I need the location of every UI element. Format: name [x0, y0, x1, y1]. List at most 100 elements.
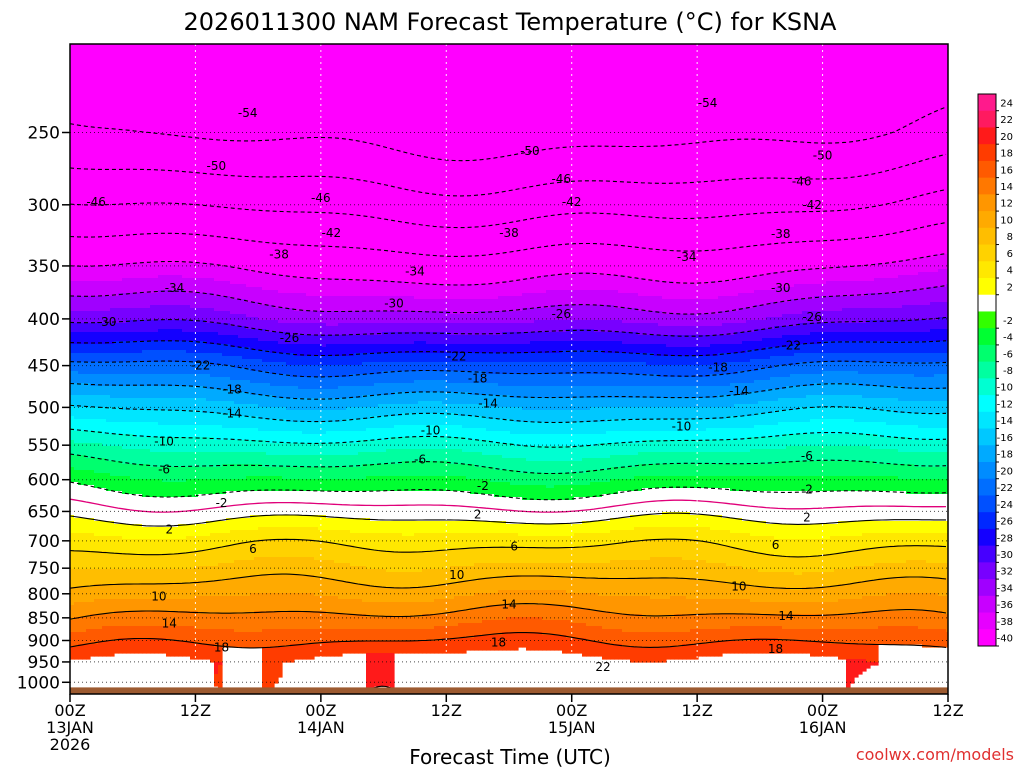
colorbar-swatch-19	[978, 411, 996, 430]
colorbar-swatch-10	[978, 261, 996, 279]
contour-label-10: 10	[731, 579, 746, 593]
plot-frame	[69, 43, 949, 695]
x-tick-label-48-0: 00Z	[556, 701, 587, 720]
contour-label--50: -50	[813, 149, 833, 163]
colorbar-swatch-5	[978, 177, 996, 195]
colorbar-swatch-15	[978, 344, 996, 363]
contour-label--50: -50	[520, 144, 540, 158]
y-tick-label-300: 300	[28, 196, 60, 216]
colorbar-label-2: 2	[1007, 282, 1013, 293]
colorbar-swatch-0	[978, 94, 996, 112]
contour-6	[70, 538, 947, 558]
colorbar-label--28: -28	[997, 533, 1013, 544]
colorbar-label--34: -34	[997, 583, 1013, 594]
contour--26	[70, 340, 947, 357]
y-tick-label-550: 550	[28, 436, 60, 456]
colorbar-swatch-27	[978, 545, 996, 563]
colorbar-label--22: -22	[997, 483, 1013, 494]
contour-label--54: -54	[238, 106, 258, 120]
contour-label--10: -10	[154, 435, 174, 449]
colorbar-label--10: -10	[997, 383, 1013, 394]
contour-label--22: -22	[447, 350, 467, 364]
colorbar-swatch-6	[978, 194, 996, 212]
contour-labels: -54-54-50-50 -50-46 -46-46 -46-42-42 -42-38-…	[86, 96, 832, 674]
contour-label-14: 14	[778, 609, 793, 623]
contour-label-6: 6	[772, 538, 780, 552]
contour-label--42: -42	[802, 198, 822, 212]
colorbar-label-6: 6	[1007, 249, 1013, 260]
contour-label--34: -34	[677, 250, 697, 264]
contour-18	[70, 632, 947, 649]
x-tick-label-0-1: 13JAN	[46, 718, 94, 737]
colorbar-swatch-29	[978, 579, 996, 597]
contour-label-18: 18	[214, 640, 229, 654]
colorbar-label--8: -8	[1003, 366, 1013, 377]
colorbar-swatch-1	[978, 110, 996, 128]
y-tick-label-700: 700	[28, 532, 60, 552]
contour-label--30: -30	[97, 315, 117, 329]
contour-label--46: -46	[551, 172, 571, 186]
colorbar-label--38: -38	[997, 617, 1013, 628]
contour-label-18: 18	[768, 642, 783, 656]
y-tick-label-400: 400	[28, 310, 60, 330]
contour-label--30: -30	[384, 297, 404, 311]
colorbar-label-12: 12	[1000, 199, 1013, 210]
contour-label--46: -46	[311, 191, 331, 205]
colorbar-label--36: -36	[997, 600, 1013, 611]
colorbar-label--40: -40	[997, 634, 1013, 645]
y-tick-label-800: 800	[28, 585, 60, 605]
x-tick-label-24-0: 00Z	[305, 701, 336, 720]
colorbar-label-8: 8	[1007, 232, 1013, 243]
contour-label-14: 14	[162, 616, 177, 630]
contour-label--22: -22	[191, 359, 211, 373]
colorbar-label--18: -18	[997, 450, 1013, 461]
contour-label--26: -26	[280, 331, 300, 345]
contour--54	[70, 106, 947, 162]
x-tick-label-60-0: 12Z	[681, 701, 712, 720]
contour-label--6: -6	[158, 463, 170, 477]
colorbar-swatch-26	[978, 528, 996, 547]
contour-label-14: 14	[501, 598, 516, 612]
colorbar-swatch-13	[978, 311, 996, 329]
y-tick-label-600: 600	[28, 471, 60, 491]
colorbar-frame	[977, 93, 997, 647]
colorbar-label--6: -6	[1003, 349, 1013, 360]
contour-label--46: -46	[86, 195, 106, 209]
contour-label--54: -54	[698, 96, 718, 110]
colorbar-label--14: -14	[997, 416, 1013, 427]
colorbar-swatch-4	[978, 160, 996, 179]
contour-label--6: -6	[414, 452, 426, 466]
contour-label--2: -2	[477, 479, 489, 493]
contour-label-22: 22	[595, 660, 610, 674]
colorbar-label-16: 16	[1000, 165, 1013, 176]
colorbar-label-18: 18	[1000, 149, 1013, 160]
y-tick-label-850: 850	[28, 609, 60, 629]
y-tick-label-450: 450	[28, 357, 60, 377]
colorbar-swatch-11	[978, 278, 996, 296]
x-axis-label: Forecast Time (UTC)	[409, 745, 611, 768]
contour-label-18: 18	[491, 636, 506, 650]
contour-label--46: -46	[792, 175, 812, 189]
contour-label-6: 6	[249, 542, 257, 556]
y-tick-label-500: 500	[28, 398, 60, 418]
contour-label--38: -38	[499, 226, 519, 240]
colorbar-label--16: -16	[997, 433, 1013, 444]
contour-10	[70, 573, 947, 590]
contour-label--2: -2	[801, 482, 813, 496]
colorbar-swatch-17	[978, 378, 996, 396]
colorbar-swatch-18	[978, 395, 996, 413]
contour-label--14: -14	[729, 384, 749, 398]
colorbar-swatch-23	[978, 478, 996, 496]
colorbar-label--20: -20	[997, 466, 1013, 477]
contour-label--26: -26	[551, 307, 571, 321]
colorbar-swatch-28	[978, 562, 996, 580]
colorbar-label-20: 20	[1000, 132, 1013, 143]
y-tick-label-250: 250	[28, 123, 60, 143]
contour-label--2: -2	[216, 496, 228, 510]
contour-label--18: -18	[708, 360, 728, 374]
contour-label--34: -34	[405, 265, 425, 279]
contour-label--10: -10	[421, 423, 441, 437]
x-tick-label-36-0: 12Z	[431, 701, 462, 720]
colorbar-label-22: 22	[1000, 115, 1013, 126]
colorbar-swatch-22	[978, 462, 996, 480]
